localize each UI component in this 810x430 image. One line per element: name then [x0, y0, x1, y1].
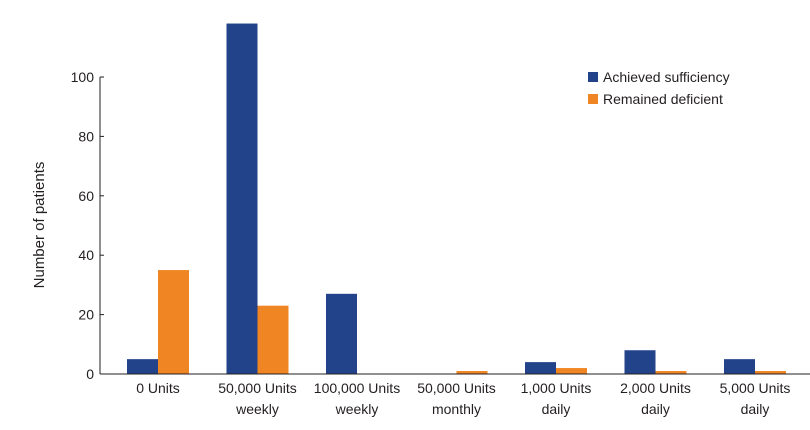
x-tick-label-line: daily: [542, 401, 571, 417]
bar-achieved: [127, 359, 158, 374]
legend-label-deficient: Remained deficient: [603, 91, 723, 107]
x-tick-label: 50,000 Units weekly: [218, 380, 297, 417]
y-tick-label: 0: [86, 366, 94, 382]
x-tick-label-line: 100,000 Units: [314, 380, 400, 396]
legend-swatch-deficient: [588, 94, 598, 104]
x-tick-label-line: weekly: [235, 401, 279, 417]
x-tick-label: 2,000 Units daily: [620, 380, 691, 417]
x-tick-label: 100,000 Units weekly: [314, 380, 400, 417]
x-tick-label-line: 50,000 Units: [417, 380, 496, 396]
bar-deficient: [556, 368, 587, 374]
x-tick-label-line: 1,000 Units: [521, 380, 592, 396]
y-tick-label: 40: [78, 247, 94, 263]
legend: Achieved sufficiency Remained deficient: [588, 69, 730, 107]
y-tick-label: 100: [71, 69, 95, 85]
x-tick-label-line: 5,000 Units: [720, 380, 791, 396]
x-tick-label-line: 50,000 Units: [218, 380, 297, 396]
x-tick-label-line: monthly: [432, 401, 481, 417]
bar-achieved: [624, 350, 656, 374]
y-tick-label: 20: [78, 307, 94, 323]
legend-label-achieved: Achieved sufficiency: [603, 69, 730, 85]
bar-deficient: [257, 305, 289, 374]
x-tick-label-line: 0 Units: [136, 380, 180, 396]
bar-deficient: [456, 371, 488, 374]
bar-deficient: [655, 371, 687, 374]
bar-deficient: [755, 371, 786, 374]
x-tick-label: 0 Units: [136, 380, 180, 396]
y-axis-label: Number of patients: [31, 162, 48, 289]
x-tick-label-line: 2,000 Units: [620, 380, 691, 396]
legend-swatch-achieved: [588, 72, 598, 82]
x-tick-label-line: weekly: [335, 401, 379, 417]
y-tick-label: 80: [78, 128, 94, 144]
bar-deficient: [158, 270, 189, 374]
x-tick-label: 50,000 Units monthly: [417, 380, 496, 417]
x-tick-label-line: daily: [641, 401, 670, 417]
y-tick-label: 60: [78, 188, 94, 204]
bar-achieved: [724, 359, 755, 374]
x-tick-label: 1,000 Units daily: [521, 380, 592, 417]
x-tick-label: 5,000 Units daily: [720, 380, 791, 417]
bar-achieved: [226, 23, 258, 374]
x-tick-label-line: daily: [741, 401, 770, 417]
bar-achieved: [326, 293, 357, 374]
bar-achieved: [525, 362, 556, 374]
